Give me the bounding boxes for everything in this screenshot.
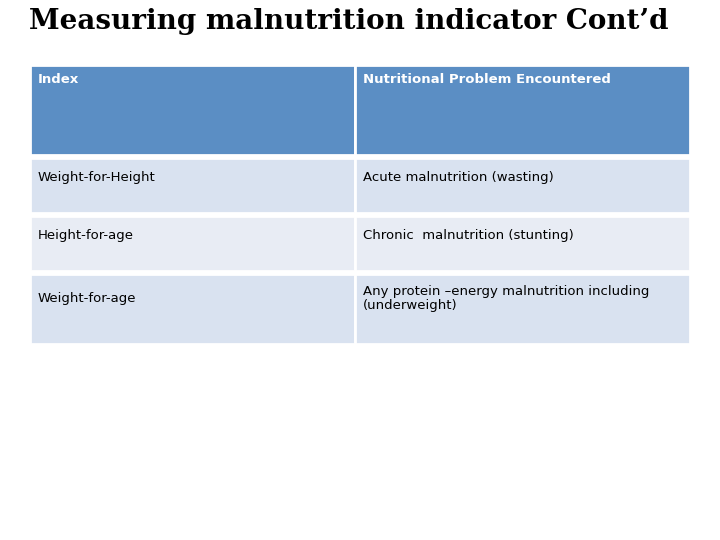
Bar xyxy=(30,216,355,271)
Bar xyxy=(30,274,355,344)
Text: Acute malnutrition (wasting): Acute malnutrition (wasting) xyxy=(363,171,554,184)
Text: Measuring malnutrition indicator Cont’d: Measuring malnutrition indicator Cont’d xyxy=(29,8,668,35)
Text: Weight-for-Height: Weight-for-Height xyxy=(38,171,156,184)
Text: Any protein –energy malnutrition including
(underweight): Any protein –energy malnutrition includi… xyxy=(363,285,649,313)
Bar xyxy=(355,274,690,344)
Text: Chronic  malnutrition (stunting): Chronic malnutrition (stunting) xyxy=(363,229,574,242)
Text: Weight-for-age: Weight-for-age xyxy=(38,292,137,305)
Bar xyxy=(30,65,355,155)
Bar xyxy=(355,216,690,271)
Text: Index: Index xyxy=(38,73,79,86)
Text: Height-for-age: Height-for-age xyxy=(38,229,134,242)
Bar xyxy=(30,158,355,213)
Text: Nutritional Problem Encountered: Nutritional Problem Encountered xyxy=(363,73,611,86)
Bar xyxy=(355,158,690,213)
Bar xyxy=(355,65,690,155)
